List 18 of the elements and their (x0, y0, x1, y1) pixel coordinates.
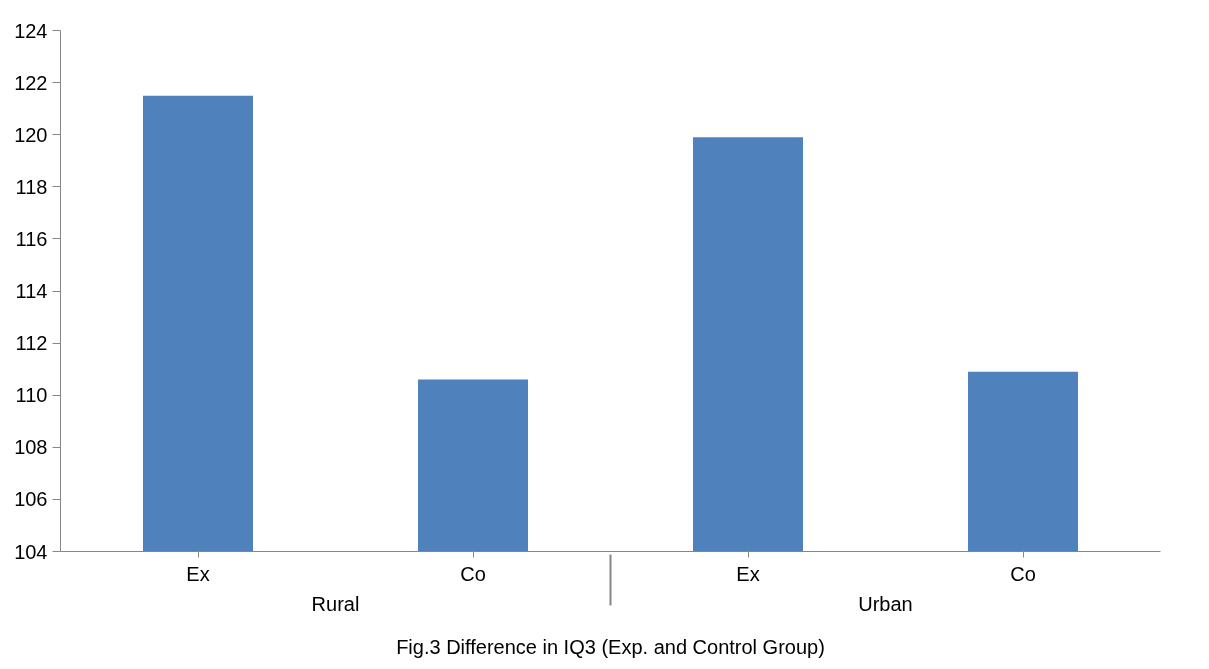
x-tick-label: Ex (186, 562, 210, 585)
y-tick-label: 116 (15, 227, 48, 250)
y-tick-label: 112 (15, 332, 48, 355)
y-tick-label: 124 (14, 19, 48, 42)
y-tick-label: 120 (14, 123, 48, 146)
x-tick-label: Co (460, 562, 486, 585)
y-tick-label: 114 (15, 280, 48, 302)
text: Rural (311, 592, 360, 615)
y-tick-label: 104 (14, 540, 48, 563)
y-tick-label: 106 (14, 488, 48, 511)
y-tick-label: 118 (15, 175, 48, 198)
x-tick-label: Co (1010, 562, 1036, 585)
y-tick-label: 108 (14, 436, 48, 459)
x-tick-label: Ex (736, 562, 760, 585)
text: Urban (858, 592, 913, 615)
y-tick-label: 122 (14, 71, 48, 94)
y-tick-label: 110 (15, 384, 48, 407)
x-axis-title: Fig.3 Difference in IQ3 (Exp. and Control Group) (396, 635, 825, 658)
